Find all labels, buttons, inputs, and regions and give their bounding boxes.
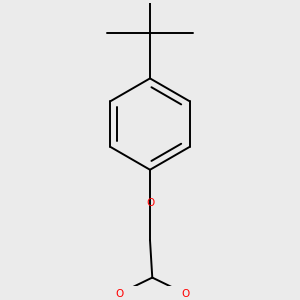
Text: O: O [181, 289, 189, 298]
Text: O: O [115, 289, 124, 298]
Text: O: O [146, 198, 154, 208]
